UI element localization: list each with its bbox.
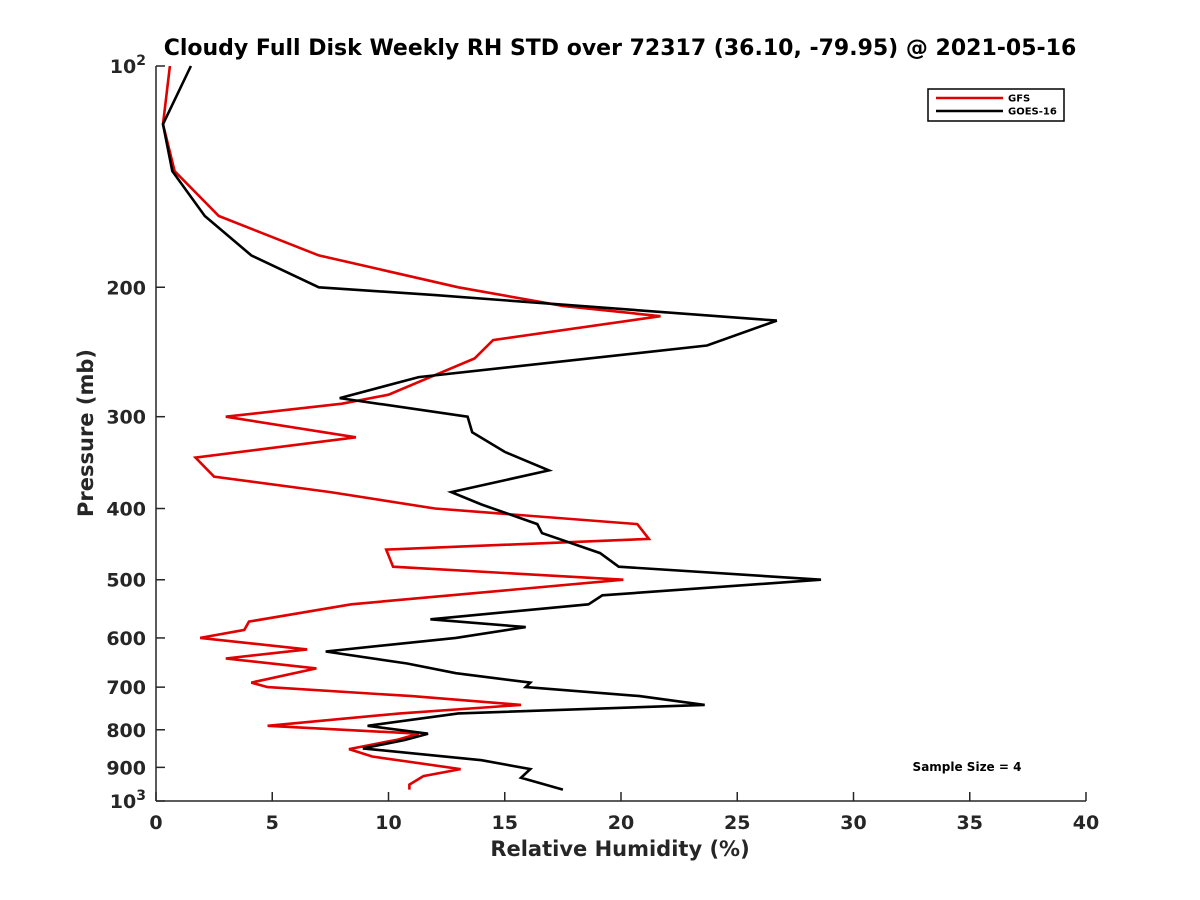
y-tick-label: 900 xyxy=(106,757,146,779)
series-line-goes-16 xyxy=(161,65,822,791)
legend-box xyxy=(927,88,1065,122)
x-tick-label: 30 xyxy=(840,812,866,834)
series-layer xyxy=(161,65,822,791)
x-tick-label: 10 xyxy=(375,812,401,834)
axes: 0 5 10 15 20 25 30 35 40 102 200 300 400 500 600 700 800… xyxy=(106,53,1099,834)
x-axis-title: Relative Humidity (%) xyxy=(490,837,749,861)
x-tick-label: 5 xyxy=(266,812,279,834)
x-tick-label: 40 xyxy=(1073,812,1099,834)
y-tick-label: 103 xyxy=(110,788,146,813)
sample-size-annotation: Sample Size = 4 xyxy=(913,760,1022,774)
x-tick-label: 25 xyxy=(724,812,750,834)
x-tick-label: 15 xyxy=(492,812,518,834)
series-line-gfs xyxy=(161,65,661,790)
x-tick-label: 0 xyxy=(149,812,162,834)
y-axis-title: Pressure (mb) xyxy=(74,349,98,517)
chart-title: Cloudy Full Disk Weekly RH STD over 7231… xyxy=(164,36,1077,61)
y-tick-label: 600 xyxy=(106,628,146,650)
legend: GFS GOES-16 xyxy=(927,88,1065,122)
x-tick-label: 35 xyxy=(957,812,983,834)
y-tick-label: 700 xyxy=(106,677,146,699)
legend-label: GOES-16 xyxy=(1008,107,1057,118)
legend-label: GFS xyxy=(1008,94,1030,105)
y-tick-label: 800 xyxy=(106,720,146,742)
y-tick-label: 200 xyxy=(106,277,146,299)
x-tick-label: 20 xyxy=(608,812,634,834)
y-tick-label: 102 xyxy=(110,53,146,78)
y-tick-label: 400 xyxy=(106,499,146,521)
y-tick-label: 500 xyxy=(106,570,146,592)
y-tick-label: 300 xyxy=(106,407,146,429)
